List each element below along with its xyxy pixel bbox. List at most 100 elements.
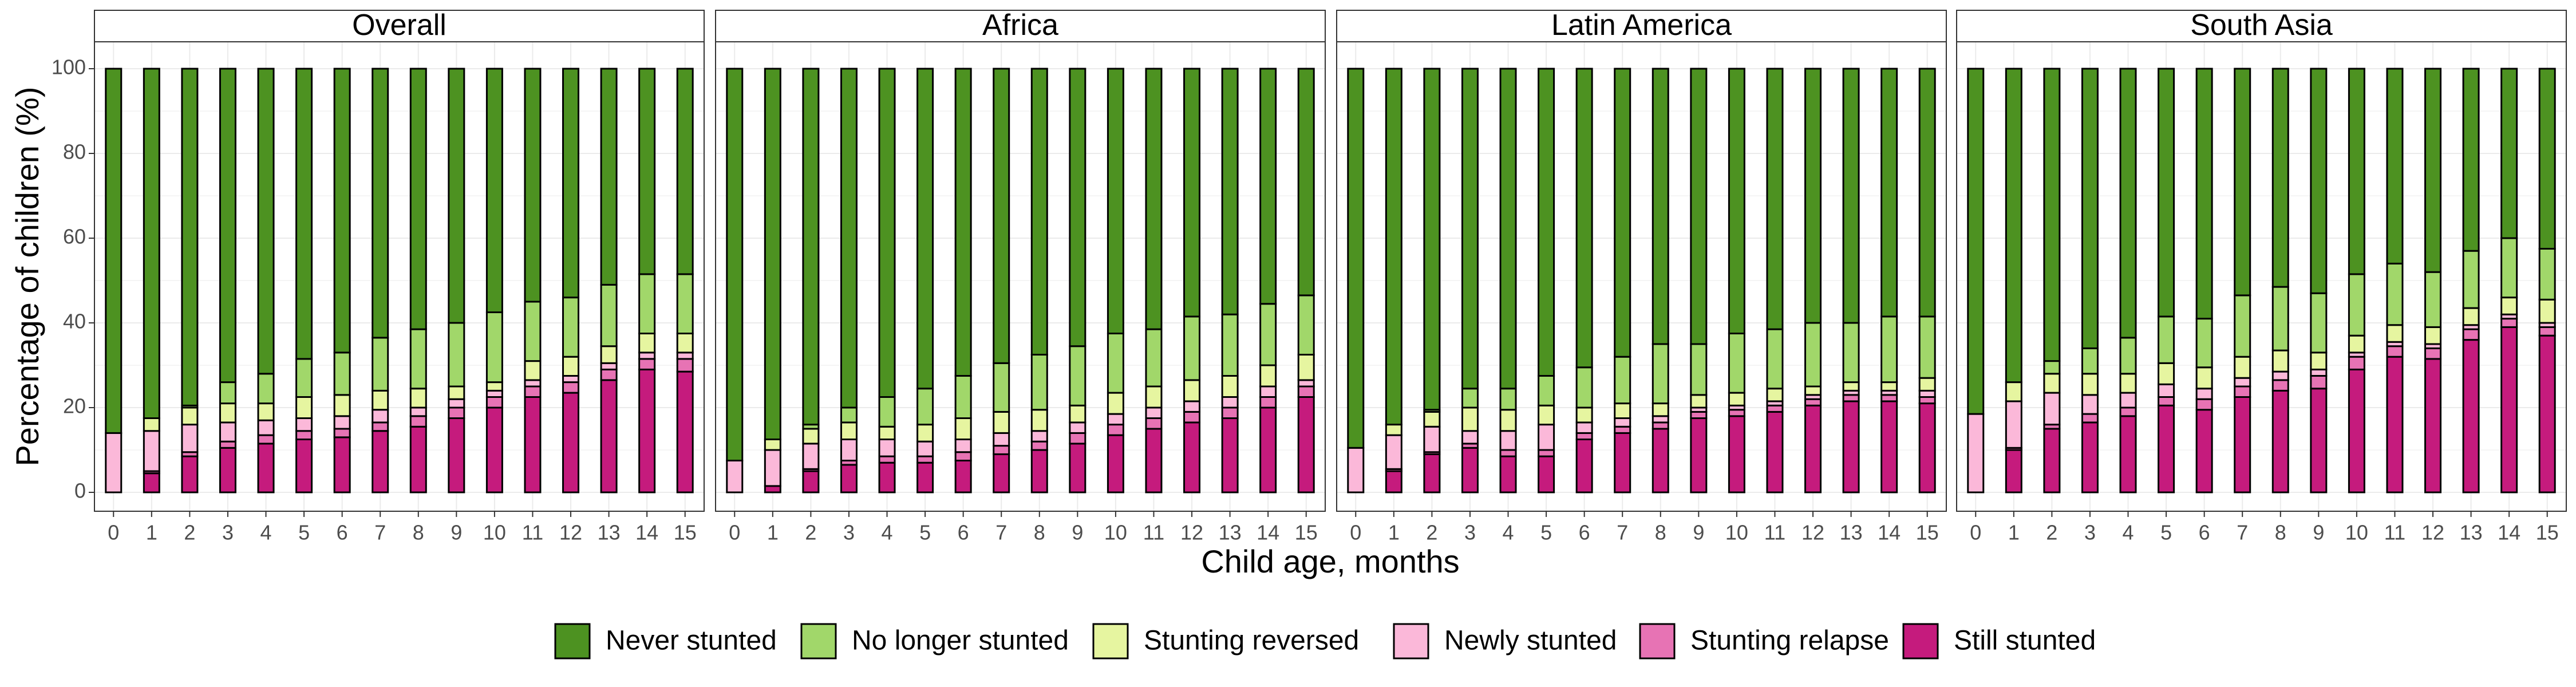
panel-title: Overall — [352, 9, 447, 42]
y-tick-label-80: 80 — [63, 140, 86, 164]
x-tick-label-11: 11 — [1764, 521, 1785, 544]
bar-latin-america-11-still-stunted — [1766, 410, 1784, 493]
bar-africa-7-no-longer-stunted — [993, 362, 1010, 413]
bar-latin-america-8-newly-stunted — [1652, 415, 1669, 424]
bar-south-asia-7-still-stunted — [2234, 396, 2251, 493]
bar-overall-2-never-stunted — [181, 68, 199, 406]
bar-africa-2-newly-stunted — [802, 443, 820, 470]
bar-overall-2-newly-stunted — [181, 424, 199, 453]
bar-south-asia-2-no-longer-stunted — [2043, 360, 2061, 375]
bar-latin-america-4-newly-stunted — [1499, 430, 1517, 451]
bar-overall-8-never-stunted — [409, 68, 427, 330]
bar-overall-8-stunting-relapse — [409, 415, 427, 428]
bar-south-asia-3-stunting-relapse — [2081, 413, 2099, 424]
bar-overall-13-no-longer-stunted — [600, 283, 618, 348]
bar-south-asia-1-still-stunted — [2005, 449, 2022, 493]
bar-africa-11-stunting-reversed — [1145, 385, 1163, 409]
y-tick-label-20: 20 — [63, 394, 86, 418]
bar-south-asia-13-no-longer-stunted — [2462, 250, 2480, 309]
bar-latin-america-2-still-stunted — [1423, 453, 1441, 493]
legend-item-newly-stunted: Newly stunted — [1393, 623, 1617, 660]
bar-latin-america-5-stunting-reversed — [1538, 404, 1555, 426]
bar-overall-8-stunting-reversed — [409, 388, 427, 409]
bar-africa-9-stunting-relapse — [1069, 432, 1086, 445]
x-tick-label-5: 5 — [2160, 521, 2172, 544]
bar-overall-7-stunting-reversed — [372, 389, 389, 411]
bar-overall-15-still-stunted — [676, 370, 694, 493]
bar-latin-america-4-stunting-relapse — [1499, 449, 1517, 457]
x-tick-label-13: 13 — [1840, 521, 1863, 544]
bar-latin-america-3-still-stunted — [1461, 447, 1479, 493]
legend-label: Newly stunted — [1444, 626, 1617, 656]
bar-overall-13-stunting-reversed — [600, 345, 618, 364]
bar-overall-9-still-stunted — [448, 417, 465, 493]
x-tick-label-7: 7 — [2237, 521, 2248, 544]
panel-border — [715, 41, 1326, 512]
bar-overall-15-stunting-relapse — [676, 358, 694, 373]
x-tick-label-13: 13 — [1219, 521, 1242, 544]
x-tick-label-6: 6 — [958, 521, 969, 544]
bars — [1967, 68, 2556, 493]
bar-africa-2-still-stunted — [802, 470, 820, 493]
bar-overall-8-no-longer-stunted — [409, 328, 427, 390]
bar-south-asia-5-stunting-relapse — [2158, 396, 2175, 406]
bar-africa-4-never-stunted — [878, 68, 896, 398]
bar-latin-america-3-never-stunted — [1461, 68, 1479, 390]
bar-overall-3-stunting-reversed — [219, 402, 236, 424]
bar-latin-america-6-never-stunted — [1575, 68, 1593, 369]
bar-south-asia-2-never-stunted — [2043, 68, 2061, 362]
bar-latin-america-13-never-stunted — [1842, 68, 1860, 324]
bar-africa-9-never-stunted — [1069, 68, 1086, 348]
bar-south-asia-5-newly-stunted — [2158, 383, 2175, 398]
bar-africa-7-stunting-relapse — [993, 445, 1010, 455]
x-tick-label-3: 3 — [843, 521, 855, 544]
bar-africa-3-still-stunted — [840, 464, 858, 493]
x-tick-label-2: 2 — [805, 521, 816, 544]
bar-overall-11-stunting-relapse — [524, 385, 542, 398]
bar-south-asia-8-no-longer-stunted — [2271, 286, 2289, 352]
bar-latin-america-7-stunting-reversed — [1614, 402, 1631, 419]
bar-overall-14-never-stunted — [638, 68, 656, 275]
x-tick-label-7: 7 — [374, 521, 386, 544]
legend-label: No longer stunted — [852, 626, 1069, 656]
x-tick-label-4: 4 — [882, 521, 893, 544]
bar-overall-3-no-longer-stunted — [219, 381, 236, 405]
bar-south-asia-9-stunting-relapse — [2310, 375, 2328, 390]
bar-africa-11-never-stunted — [1145, 68, 1163, 330]
bar-africa-5-newly-stunted — [916, 440, 934, 457]
bar-latin-america-9-never-stunted — [1690, 68, 1708, 345]
legend-swatch — [1092, 623, 1129, 660]
bar-latin-america-8-stunting-reversed — [1652, 402, 1669, 417]
bar-overall-3-newly-stunted — [219, 421, 236, 443]
bar-overall-13-never-stunted — [600, 68, 618, 286]
bar-overall-10-stunting-relapse — [485, 396, 503, 409]
bar-africa-6-stunting-reversed — [954, 417, 972, 440]
bar-africa-13-no-longer-stunted — [1221, 313, 1239, 377]
panel-title: South Asia — [2190, 9, 2333, 42]
legend-item-stunting-reversed: Stunting reversed — [1092, 623, 1359, 660]
bar-africa-9-stunting-reversed — [1069, 404, 1086, 424]
bar-overall-4-still-stunted — [257, 443, 275, 493]
bar-south-asia-6-stunting-relapse — [2195, 398, 2213, 411]
bar-south-asia-6-never-stunted — [2195, 68, 2213, 320]
bar-africa-3-no-longer-stunted — [840, 406, 858, 424]
bar-latin-america-0-newly-stunted — [1347, 447, 1365, 493]
bar-africa-9-no-longer-stunted — [1069, 345, 1086, 406]
bar-overall-2-still-stunted — [181, 455, 199, 493]
x-tick-label-9: 9 — [1693, 521, 1704, 544]
x-tick-label-1: 1 — [146, 521, 157, 544]
y-tick-label-0: 0 — [74, 479, 86, 503]
bar-africa-3-newly-stunted — [840, 439, 858, 461]
x-tick-label-6: 6 — [337, 521, 348, 544]
bar-overall-3-stunting-relapse — [219, 440, 236, 449]
bar-south-asia-3-stunting-reversed — [2081, 373, 2099, 396]
bar-south-asia-0-never-stunted — [1967, 68, 1985, 415]
bar-south-asia-4-newly-stunted — [2119, 392, 2137, 409]
bar-latin-america-5-no-longer-stunted — [1538, 375, 1555, 406]
bar-latin-america-12-still-stunted — [1804, 404, 1822, 493]
bar-overall-5-no-longer-stunted — [295, 358, 313, 398]
bar-south-asia-6-no-longer-stunted — [2195, 318, 2213, 369]
